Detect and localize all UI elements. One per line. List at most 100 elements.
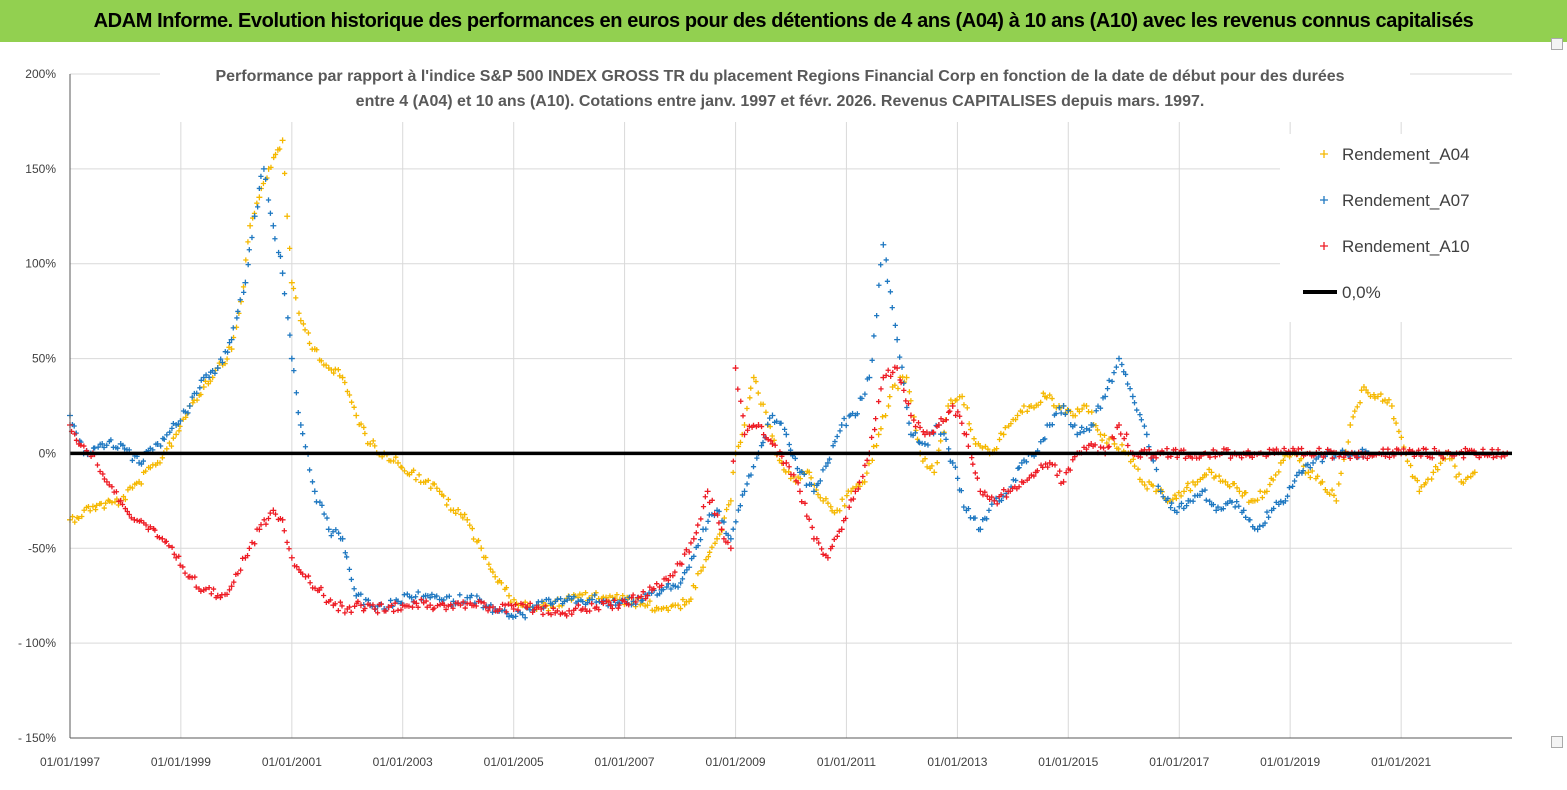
data-point <box>344 554 350 560</box>
chart-title-background <box>160 64 1410 122</box>
data-point <box>1298 445 1305 452</box>
data-point <box>808 475 814 481</box>
data-point <box>897 377 903 383</box>
data-point <box>1116 446 1122 452</box>
data-point <box>760 401 766 407</box>
data-point <box>700 504 707 510</box>
data-point <box>844 493 850 499</box>
data-point <box>249 539 255 546</box>
data-point <box>1350 414 1356 420</box>
data-point <box>247 222 254 229</box>
data-point <box>288 355 295 362</box>
data-point <box>730 526 736 532</box>
data-point <box>692 585 699 591</box>
data-point <box>351 586 357 592</box>
data-point <box>126 511 132 518</box>
data-point <box>1181 505 1187 512</box>
data-point <box>1374 393 1381 400</box>
resize-handle-bottom[interactable] <box>1551 736 1563 748</box>
data-point <box>240 284 247 290</box>
data-point <box>741 488 748 495</box>
data-point <box>921 440 928 447</box>
data-point <box>1001 487 1007 493</box>
data-point <box>834 533 840 539</box>
data-point <box>683 547 689 553</box>
data-point <box>1460 480 1466 486</box>
data-point <box>861 478 868 485</box>
data-point <box>1093 408 1099 414</box>
data-point <box>869 357 875 363</box>
data-point <box>910 432 916 439</box>
data-point <box>826 456 833 462</box>
data-point <box>1386 397 1392 403</box>
data-point <box>1187 487 1194 494</box>
data-point <box>815 491 821 498</box>
data-point <box>138 461 145 467</box>
data-point <box>1150 458 1156 464</box>
data-point <box>320 592 327 599</box>
data-point <box>297 317 304 324</box>
data-point <box>989 501 995 507</box>
data-point <box>1213 507 1220 514</box>
data-point <box>718 526 725 533</box>
data-point <box>1341 454 1347 460</box>
data-point <box>1072 422 1078 428</box>
data-point <box>1097 405 1104 411</box>
data-point <box>101 505 107 511</box>
data-point <box>1254 497 1261 503</box>
data-point <box>894 336 901 343</box>
data-point <box>984 493 990 499</box>
data-point <box>873 443 880 449</box>
data-point <box>1197 492 1203 498</box>
data-point <box>672 583 679 590</box>
data-point <box>1384 400 1390 406</box>
data-point <box>1388 403 1395 409</box>
data-point <box>651 586 657 592</box>
data-point <box>823 496 829 502</box>
data-point <box>208 591 214 597</box>
data-point <box>510 614 516 620</box>
data-point <box>1131 400 1138 406</box>
data-point <box>797 476 804 482</box>
data-point <box>1092 442 1098 448</box>
data-point <box>714 512 721 518</box>
data-point <box>186 403 193 409</box>
data-point <box>154 440 161 447</box>
data-point <box>1414 477 1420 484</box>
data-point <box>1309 468 1315 474</box>
data-point <box>69 513 76 520</box>
data-point <box>725 539 731 546</box>
data-point <box>837 508 843 514</box>
data-point <box>994 446 1000 452</box>
data-point <box>958 488 964 494</box>
y-tick-label: 50% <box>32 352 56 366</box>
data-point <box>1371 392 1377 398</box>
data-point <box>203 586 209 592</box>
data-point <box>1365 390 1371 396</box>
data-point <box>852 488 859 495</box>
data-point <box>81 507 87 513</box>
data-point <box>429 591 435 597</box>
data-point <box>173 431 180 438</box>
data-point <box>883 372 889 379</box>
data-point <box>241 289 247 295</box>
data-point <box>1476 454 1482 461</box>
data-point <box>686 564 693 571</box>
data-point <box>1257 488 1263 494</box>
data-point <box>709 497 715 503</box>
legend-swatch-marker <box>1320 150 1328 158</box>
data-point <box>1105 444 1111 450</box>
data-point <box>1044 395 1050 401</box>
data-point <box>1380 446 1386 452</box>
data-point <box>675 602 681 608</box>
data-point <box>830 443 836 449</box>
data-point <box>1300 468 1306 474</box>
data-point <box>744 405 750 412</box>
data-point <box>820 467 826 473</box>
data-point <box>566 593 572 600</box>
resize-handle-top[interactable] <box>1551 38 1563 50</box>
data-point <box>100 471 106 477</box>
data-point <box>659 582 665 588</box>
legend-item: Rendement_A04 <box>1320 145 1470 164</box>
data-point <box>1134 407 1140 413</box>
